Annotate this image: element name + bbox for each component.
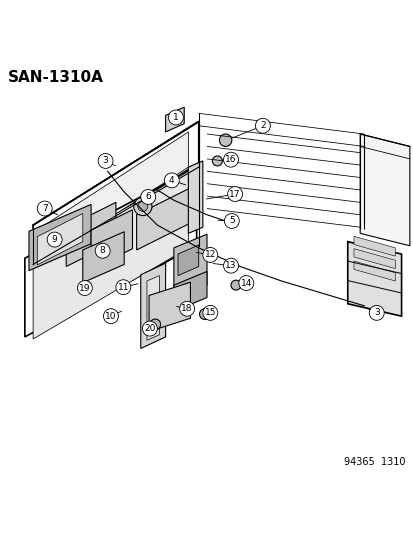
Circle shape	[37, 201, 52, 216]
Text: 1: 1	[173, 113, 178, 122]
Polygon shape	[165, 107, 184, 132]
Polygon shape	[173, 271, 206, 311]
Circle shape	[224, 214, 239, 229]
Circle shape	[199, 309, 210, 319]
Polygon shape	[173, 234, 206, 299]
Circle shape	[223, 258, 238, 273]
Text: 18: 18	[181, 304, 192, 313]
Polygon shape	[83, 232, 124, 282]
Circle shape	[238, 276, 253, 290]
Circle shape	[98, 154, 113, 168]
Circle shape	[227, 187, 242, 201]
Text: SAN-1310A: SAN-1310A	[8, 70, 104, 85]
Polygon shape	[353, 236, 394, 256]
Circle shape	[138, 201, 147, 212]
Circle shape	[47, 232, 62, 247]
Polygon shape	[359, 134, 409, 246]
Text: 19: 19	[79, 284, 90, 293]
Text: 8: 8	[100, 246, 105, 255]
Polygon shape	[66, 203, 116, 266]
Circle shape	[219, 134, 231, 147]
Circle shape	[150, 319, 160, 330]
Polygon shape	[188, 161, 202, 233]
Circle shape	[164, 173, 179, 188]
Polygon shape	[353, 249, 394, 269]
Circle shape	[202, 247, 217, 262]
Polygon shape	[136, 186, 194, 250]
Text: 11: 11	[117, 282, 129, 292]
Text: 5: 5	[228, 216, 234, 225]
Text: 4: 4	[169, 176, 174, 185]
Text: 2: 2	[259, 121, 265, 130]
Polygon shape	[149, 282, 190, 332]
Polygon shape	[147, 276, 159, 340]
Text: 9: 9	[52, 235, 57, 244]
Text: 94365  1310: 94365 1310	[343, 457, 405, 467]
Circle shape	[168, 110, 183, 125]
Text: 7: 7	[42, 204, 47, 213]
Circle shape	[142, 321, 157, 336]
Polygon shape	[29, 204, 91, 271]
Polygon shape	[91, 210, 132, 269]
Polygon shape	[353, 261, 394, 281]
Polygon shape	[37, 214, 83, 265]
Circle shape	[368, 305, 383, 320]
Text: 6: 6	[145, 192, 151, 201]
Polygon shape	[140, 263, 165, 349]
Text: 12: 12	[204, 251, 216, 260]
Circle shape	[223, 152, 238, 167]
Circle shape	[202, 305, 217, 320]
Polygon shape	[41, 132, 188, 262]
Text: 17: 17	[229, 190, 240, 199]
Text: 13: 13	[225, 261, 236, 270]
Text: 16: 16	[225, 155, 236, 164]
Circle shape	[133, 197, 152, 215]
Text: 3: 3	[373, 309, 379, 317]
Polygon shape	[33, 171, 188, 339]
Text: 20: 20	[144, 324, 155, 333]
Text: 14: 14	[240, 279, 252, 288]
Text: 3: 3	[102, 156, 108, 165]
Circle shape	[255, 118, 270, 133]
Text: 10: 10	[105, 312, 116, 321]
Text: 15: 15	[204, 309, 216, 317]
Circle shape	[103, 309, 118, 324]
Circle shape	[140, 190, 155, 204]
Circle shape	[179, 301, 194, 316]
Polygon shape	[178, 245, 198, 276]
Circle shape	[77, 280, 92, 295]
Polygon shape	[347, 241, 401, 316]
Circle shape	[230, 280, 240, 290]
Circle shape	[116, 280, 131, 295]
Circle shape	[95, 244, 110, 258]
Circle shape	[212, 156, 222, 166]
